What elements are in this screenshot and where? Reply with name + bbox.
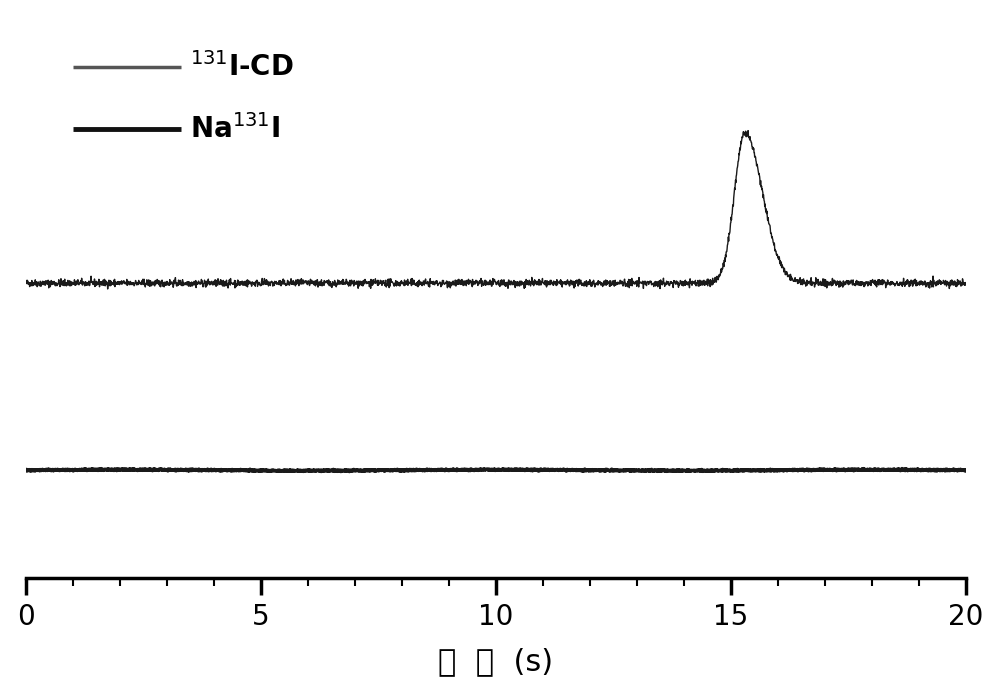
X-axis label: 时  间  (s): 时 间 (s)	[438, 647, 553, 676]
Text: $^{131}$I-CD: $^{131}$I-CD	[190, 52, 294, 82]
Text: Na$^{131}$I: Na$^{131}$I	[190, 114, 280, 144]
